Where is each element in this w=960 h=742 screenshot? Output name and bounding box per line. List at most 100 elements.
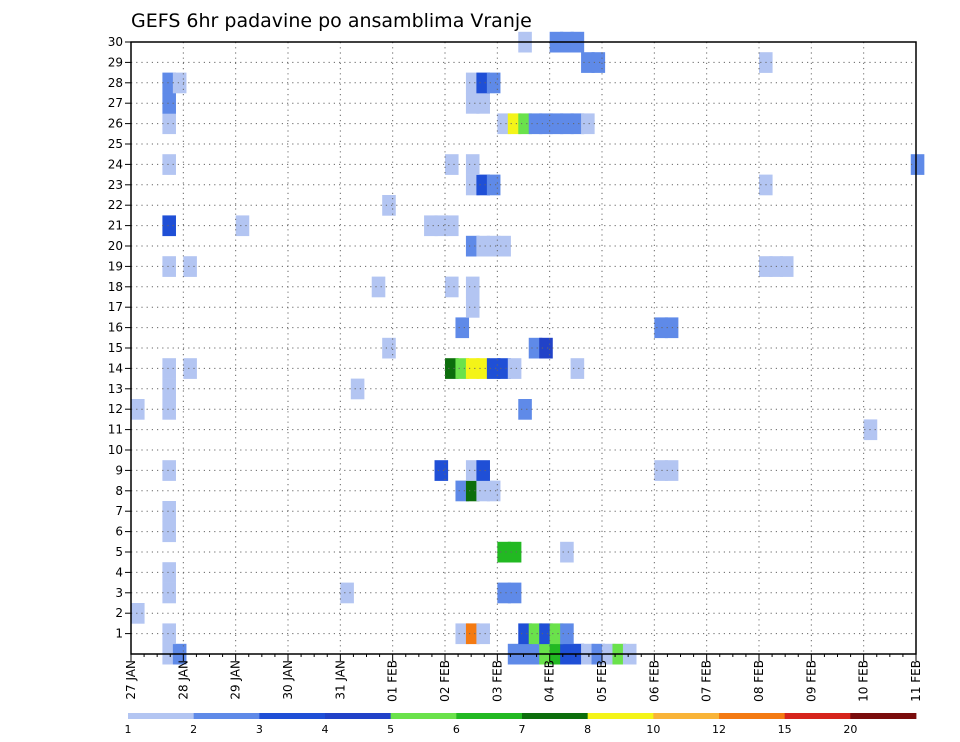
y-tick-label-16: 16	[108, 321, 123, 335]
cell-member-14-2	[445, 358, 459, 379]
x-axis: 27 JAN 28 JAN 29 JAN 30 JAN 31 JAN 01 FEB 02 F…	[124, 654, 923, 702]
cell-member-26-1	[497, 113, 511, 135]
y-tick-label-24: 24	[108, 157, 123, 171]
y-tick-label-21: 21	[108, 219, 123, 233]
cell-member-6-0	[162, 521, 176, 543]
colorbar-label-7: 8	[584, 723, 591, 736]
cell-member-26-9	[581, 113, 595, 135]
colorbar-label-3: 4	[322, 723, 329, 736]
y-tick-label-19: 19	[108, 259, 123, 273]
y-tick-label-12: 12	[108, 402, 123, 416]
colorbar-swatch-10	[784, 713, 851, 719]
cell-member-12-0	[131, 399, 145, 420]
colorbar-swatch-0	[128, 713, 195, 719]
cell-member-14-6	[486, 358, 501, 379]
cell-member-21-2	[424, 215, 438, 237]
cell-member-14-8	[507, 358, 522, 379]
cell-member-9-5	[664, 460, 679, 481]
y-tick-label-10: 10	[108, 443, 123, 457]
colorbar-swatch-2	[259, 713, 326, 719]
cell-member-28-3	[476, 72, 490, 94]
cell-member-23-0	[465, 174, 480, 196]
cell-member-16-1	[654, 317, 668, 339]
y-tick-label-23: 23	[108, 178, 123, 192]
cell-member-28-2	[465, 72, 480, 94]
y-tick-label-15: 15	[108, 341, 123, 355]
cell-member-21-3	[434, 215, 449, 237]
y-tick-label-13: 13	[108, 382, 123, 396]
cell-member-1-7	[549, 623, 564, 645]
cell-member-16-0	[455, 317, 470, 339]
cell-member-21-0	[162, 215, 176, 237]
cell-member-26-7	[560, 113, 574, 135]
cell-member-9-1	[434, 460, 449, 481]
colorbar-swatch-1	[193, 713, 260, 719]
cell-member-1-8	[560, 623, 574, 645]
x-tick-label-6: 02 FEB	[438, 660, 452, 702]
cell-member-7-0	[162, 501, 176, 522]
cell-member-22-0	[382, 195, 396, 216]
cell-member-26-2	[507, 113, 522, 135]
x-tick-label-12: 08 FEB	[752, 660, 766, 702]
y-axis: 1234567891011121314151617181920212223242…	[108, 35, 131, 641]
y-tick-label-6: 6	[115, 525, 123, 539]
cell-member-1-3	[476, 623, 490, 645]
y-tick-label-26: 26	[108, 117, 123, 131]
x-tick-label-1: 28 JAN	[176, 660, 190, 700]
colorbar-label-9: 12	[712, 723, 726, 736]
cell-member-20-3	[497, 235, 511, 257]
y-tick-label-5: 5	[115, 545, 123, 559]
colorbar-label-4: 5	[387, 723, 394, 736]
y-tick-label-17: 17	[108, 300, 123, 314]
cell-member-18-1	[445, 276, 459, 298]
cell-member-15-1	[528, 337, 543, 359]
x-tick-label-11: 07 FEB	[700, 660, 714, 702]
cell-member-23-2	[486, 174, 501, 196]
colorbar-swatch-7	[587, 713, 654, 719]
cell-member-21-4	[445, 215, 459, 237]
cell-member-5-2	[560, 541, 574, 563]
cell-member-17-0	[465, 297, 480, 318]
cell-member-14-5	[476, 358, 490, 379]
chart-title: GEFS 6hr padavine po ansamblima Vranje	[131, 10, 532, 32]
y-tick-label-27: 27	[108, 96, 123, 110]
colorbar-label-2: 3	[256, 723, 263, 736]
colorbar-swatch-9	[719, 713, 786, 719]
cell-member-18-0	[371, 276, 386, 298]
cell-member-5-0	[497, 541, 511, 563]
cell-member-5-1	[507, 541, 522, 563]
y-tick-label-3: 3	[115, 586, 123, 600]
cell-member-14-7	[497, 358, 511, 379]
colorbar-swatch-4	[390, 713, 457, 719]
colorbar-label-10: 15	[778, 723, 792, 736]
cell-member-16-2	[664, 317, 679, 339]
cell-member-3-3	[507, 582, 522, 604]
cell-member-24-3	[910, 154, 925, 175]
cell-member-28-1	[172, 72, 187, 94]
grid-lines	[131, 41, 916, 654]
cell-member-20-1	[476, 235, 490, 257]
colorbar-label-5: 6	[453, 723, 460, 736]
cell-member-13-0	[162, 378, 176, 400]
cell-member-27-2	[476, 93, 490, 114]
cell-member-4-0	[162, 562, 176, 583]
cell-member-3-2	[497, 582, 511, 604]
cell-member-27-0	[162, 93, 176, 114]
cell-member-15-0	[382, 337, 396, 359]
cell-member-26-4	[528, 113, 543, 135]
cell-member-14-1	[183, 358, 197, 379]
cell-member-27-1	[465, 93, 480, 114]
x-tick-label-7: 03 FEB	[490, 660, 504, 702]
y-tick-label-29: 29	[108, 55, 123, 69]
cell-member-26-6	[549, 113, 564, 135]
y-tick-label-28: 28	[108, 76, 123, 90]
cell-member-2-0	[131, 603, 145, 624]
cell-member-29-0	[581, 52, 595, 73]
cell-member-20-2	[486, 235, 501, 257]
colorbar-label-1: 2	[190, 723, 197, 736]
cell-member-3-0	[162, 582, 176, 604]
cell-member-19-1	[183, 256, 197, 277]
cell-member-26-0	[162, 113, 176, 135]
cell-member-1-1	[455, 623, 470, 645]
